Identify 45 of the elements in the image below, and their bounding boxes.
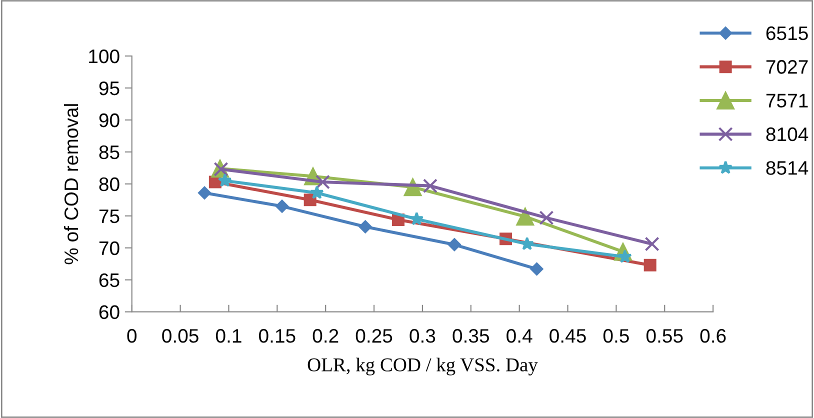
x-tick-label: 0.05 <box>162 329 198 343</box>
x-tick-label: 0.15 <box>259 329 296 343</box>
point <box>516 208 534 226</box>
y-tick-label: 75 <box>99 210 120 224</box>
point <box>218 173 232 187</box>
y-tick-label: 85 <box>99 145 120 160</box>
y-tick-label: 60 <box>99 305 120 320</box>
x-tick-label: 0.55 <box>646 329 683 343</box>
x-tick-label: 0.3 <box>410 329 436 343</box>
point <box>539 210 554 226</box>
legend-label: 7027 <box>766 60 808 74</box>
point <box>520 236 534 250</box>
x-tick-label: 0 <box>127 329 137 343</box>
x-tick-label: 0.45 <box>550 329 586 343</box>
point <box>644 258 656 272</box>
point <box>310 186 324 199</box>
y-tick-label: 90 <box>99 113 120 128</box>
point <box>275 200 289 213</box>
point <box>422 178 438 194</box>
y-tick-label: 70 <box>99 241 120 256</box>
point <box>315 174 330 190</box>
x-tick-label: 0.5 <box>603 329 629 343</box>
y-tick-label: 80 <box>99 177 120 192</box>
y-tick-label: 100 <box>89 49 120 64</box>
point <box>198 186 212 200</box>
legend-label: 8514 <box>766 161 808 175</box>
point <box>448 238 462 252</box>
legend-label: 8104 <box>766 127 808 142</box>
x-tick-label: 0.2 <box>312 329 338 343</box>
point <box>304 194 316 206</box>
legend-label: 6515 <box>766 26 808 40</box>
x-tick-label: 0.6 <box>700 329 726 343</box>
point <box>530 262 544 276</box>
x-axis-title: OLR, kg COD / kg VSS. Day <box>308 358 538 376</box>
x-tick-label: 0.1 <box>216 329 242 343</box>
y-tick-label: 65 <box>99 273 120 288</box>
point <box>644 236 660 252</box>
x-tick-label: 0.25 <box>356 329 392 343</box>
y-axis-title: % of COD removal <box>64 104 78 264</box>
x-tick-label: 0.35 <box>452 329 490 343</box>
legend-label: 7571 <box>766 94 808 108</box>
point <box>358 220 372 234</box>
point <box>410 212 424 226</box>
x-tick-label: 0.4 <box>506 329 532 343</box>
y-tick-label: 95 <box>99 81 120 96</box>
